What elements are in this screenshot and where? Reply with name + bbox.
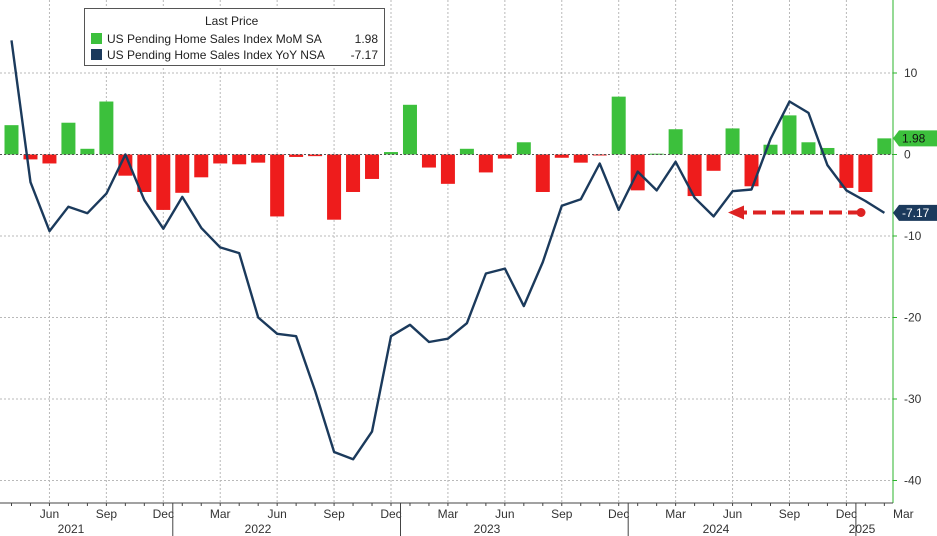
- y-tick-label: 0: [904, 148, 911, 162]
- mom-bar: [763, 144, 778, 155]
- mom-bar: [497, 154, 512, 159]
- mom-bar: [668, 129, 683, 155]
- x-month-label: Mar: [665, 507, 686, 521]
- x-month-label: Jun: [40, 507, 59, 521]
- legend-value-mom: 1.98: [354, 32, 378, 46]
- x-year-label: 2024: [703, 522, 730, 536]
- legend-value-yoy: -7.17: [350, 48, 378, 62]
- legend: Last Price US Pending Home Sales Index M…: [84, 8, 385, 66]
- mom-bar: [782, 115, 797, 155]
- grid-lines: [0, 0, 893, 503]
- mom-bar: [877, 138, 892, 155]
- last-value-tag-label: -7.17: [902, 206, 930, 220]
- mom-bar: [421, 154, 436, 168]
- mom-bar: [42, 154, 57, 164]
- mom-bar: [687, 154, 702, 197]
- mom-bar: [384, 152, 398, 155]
- x-month-label: Jun: [495, 507, 514, 521]
- y-tick-label: -10: [904, 229, 922, 243]
- mom-bar: [706, 154, 721, 171]
- last-value-tags: 1.98 -7.17: [893, 130, 937, 221]
- x-month-label: Mar: [438, 507, 459, 521]
- arrow-dot: [856, 208, 866, 217]
- x-year-label: 2021: [58, 522, 85, 536]
- mom-bar: [61, 122, 76, 155]
- legend-entry-yoy: US Pending Home Sales Index YoY NSA: [91, 48, 325, 62]
- legend-entry-mom: US Pending Home Sales Index MoM SA: [91, 32, 322, 46]
- mom-bar: [213, 154, 228, 164]
- mom-bar: [516, 142, 531, 155]
- mom-bar: [820, 147, 835, 155]
- mom-bars: [4, 96, 892, 220]
- mom-bar: [459, 148, 474, 155]
- y-axis: 10 0 -10 -20 -30 -40: [892, 0, 922, 503]
- mom-bar: [4, 125, 19, 155]
- mom-bar: [611, 96, 626, 155]
- y-tick-label: -30: [904, 392, 922, 406]
- x-month-label: Dec: [153, 507, 174, 521]
- yoy-line: [10, 40, 886, 461]
- mom-bar: [251, 154, 266, 163]
- mom-bar: [80, 148, 95, 155]
- x-month-label: Dec: [836, 507, 857, 521]
- legend-label-yoy: US Pending Home Sales Index YoY NSA: [107, 48, 325, 62]
- mom-bar: [175, 154, 190, 193]
- mom-bar: [23, 154, 38, 160]
- x-month-label: Sep: [96, 507, 118, 521]
- mom-bar: [592, 154, 607, 156]
- mom-bar: [194, 154, 209, 178]
- x-year-label: 2022: [245, 522, 272, 536]
- mom-bar: [858, 154, 873, 192]
- last-value-tag-label: 1.98: [902, 131, 926, 145]
- mom-bar: [346, 154, 361, 192]
- mom-bar: [478, 154, 493, 173]
- mom-bar: [270, 154, 285, 217]
- mom-bar: [535, 154, 550, 192]
- mom-bar: [232, 154, 247, 165]
- mom-bar: [402, 104, 417, 155]
- mom-bar: [440, 154, 455, 184]
- x-month-label: Sep: [779, 507, 801, 521]
- mom-bar: [308, 154, 323, 157]
- mom-bar: [327, 154, 342, 220]
- y-tick-label: -40: [904, 474, 922, 488]
- mom-bar: [801, 142, 816, 155]
- legend-swatch-yoy: [91, 49, 102, 60]
- legend-label-mom: US Pending Home Sales Index MoM SA: [107, 32, 322, 46]
- legend-swatch-mom: [91, 33, 102, 44]
- x-year-label: 2023: [474, 522, 501, 536]
- mom-bar: [839, 154, 854, 188]
- mom-bar: [744, 154, 759, 187]
- x-month-label: Jun: [267, 507, 286, 521]
- mom-bar: [99, 101, 114, 155]
- x-month-label: Dec: [380, 507, 401, 521]
- mom-bar: [365, 154, 380, 179]
- x-month-label: Mar: [210, 507, 231, 521]
- legend-title: Last Price: [205, 14, 259, 28]
- x-month-label: Sep: [323, 507, 345, 521]
- x-axis: Jun Sep Dec Mar Jun Sep Dec Mar Jun Sep Dec Mar Jun S…: [0, 502, 914, 536]
- x-month-label: Jun: [723, 507, 742, 521]
- y-tick-label: 10: [904, 66, 918, 80]
- x-month-label: Mar: [893, 507, 914, 521]
- y-tick-label: -20: [904, 311, 922, 325]
- mom-bar: [289, 154, 304, 157]
- x-year-label: 2025: [849, 522, 876, 536]
- arrow-head: [728, 205, 744, 220]
- mom-bar: [156, 154, 171, 210]
- x-month-label: Dec: [608, 507, 629, 521]
- mom-bar: [725, 128, 740, 155]
- mom-bar: [137, 154, 152, 192]
- x-month-label: Sep: [551, 507, 573, 521]
- last-value-tag: [893, 204, 937, 221]
- mom-bar: [573, 154, 588, 163]
- mom-bar: [554, 154, 569, 158]
- last-value-tag: [893, 130, 937, 147]
- annotation-arrow: [728, 205, 866, 220]
